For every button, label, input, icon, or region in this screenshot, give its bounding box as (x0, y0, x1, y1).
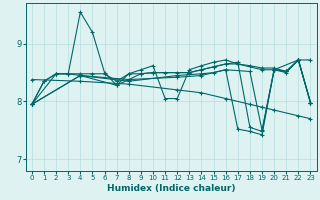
X-axis label: Humidex (Indice chaleur): Humidex (Indice chaleur) (107, 184, 236, 193)
